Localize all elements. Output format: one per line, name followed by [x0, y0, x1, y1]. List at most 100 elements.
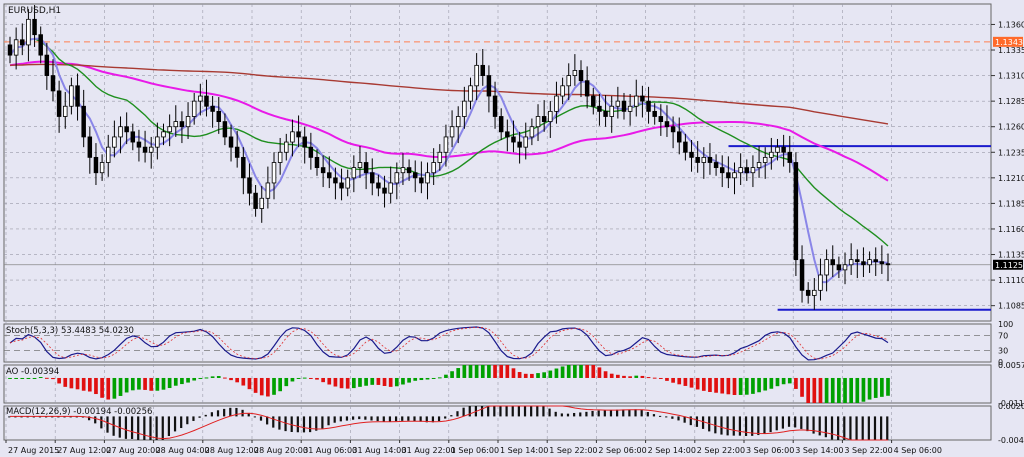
- macd-bar: [94, 416, 97, 424]
- macd-bar: [364, 416, 367, 420]
- time-axis-label: 3 Sep 22:00: [844, 446, 892, 455]
- stochastic-axis-label: 70: [998, 331, 1008, 340]
- macd-bar: [800, 416, 803, 429]
- macd-axis-label: 0.00204: [998, 402, 1024, 411]
- macd-bar: [714, 416, 717, 434]
- macd-bar: [597, 410, 600, 417]
- ao-bar: [32, 377, 37, 379]
- macd-bar: [124, 416, 128, 439]
- ao-bar: [382, 377, 387, 387]
- candle-body: [701, 156, 707, 163]
- ao-bar: [744, 377, 749, 395]
- macd-bar: [51, 416, 54, 418]
- candle: [885, 253, 891, 282]
- macd-bar: [812, 416, 815, 434]
- ao-bar: [683, 377, 688, 386]
- candle-body: [744, 167, 750, 174]
- candle-body: [290, 131, 295, 143]
- candle-body: [775, 146, 780, 153]
- candle-body: [56, 90, 62, 117]
- candle: [271, 152, 277, 200]
- candle: [7, 36, 13, 64]
- time-axis-label: 27 Aug 2015: [8, 446, 59, 455]
- dashed-level-badge: [993, 36, 1023, 47]
- candle-body: [284, 141, 289, 153]
- ao-bar: [364, 377, 368, 386]
- candle-body: [259, 197, 264, 209]
- macd-bar: [339, 416, 342, 422]
- macd-bar: [75, 416, 78, 418]
- candle-body: [7, 44, 13, 56]
- macd-bar: [394, 416, 398, 422]
- candle-body: [431, 162, 436, 174]
- candle: [732, 162, 737, 195]
- candle-body: [756, 162, 762, 169]
- ao-bar: [75, 377, 80, 390]
- ao-bar: [579, 365, 583, 378]
- ao-bar: [124, 377, 129, 393]
- ao-bar: [419, 377, 424, 381]
- candle: [879, 245, 885, 274]
- ao-bar: [57, 377, 61, 384]
- candle-body: [732, 172, 737, 179]
- candle: [812, 278, 817, 310]
- candle: [32, 5, 37, 47]
- macd-bar: [824, 416, 827, 438]
- macd-bar: [272, 416, 275, 428]
- candle-body: [836, 264, 842, 271]
- candle: [744, 159, 750, 181]
- macd-bar: [462, 407, 465, 417]
- ao-bar: [794, 377, 798, 389]
- ao-axis-label: 0.00573: [998, 361, 1024, 370]
- macd-bar: [388, 416, 392, 422]
- macd-bar: [26, 416, 29, 418]
- candle-body: [541, 116, 547, 122]
- candle-body: [572, 70, 578, 76]
- ao-bar: [462, 365, 467, 378]
- macd-bar: [542, 406, 545, 417]
- candle-body: [99, 162, 105, 174]
- macd-bar: [315, 416, 318, 431]
- macd-bar: [229, 407, 232, 417]
- ao-bar: [327, 377, 332, 385]
- candle: [357, 146, 363, 178]
- candle: [787, 135, 793, 173]
- time-axis-label: 31 Aug 14:00: [352, 446, 406, 455]
- macd-bar: [345, 416, 349, 421]
- ao-bar: [278, 377, 282, 392]
- price-axis-label: 1.1110: [998, 276, 1024, 285]
- candle: [339, 168, 344, 201]
- candle-body: [584, 80, 590, 97]
- ao-bar: [597, 367, 602, 378]
- macd-bar: [579, 412, 582, 417]
- macd-bar: [259, 416, 263, 421]
- candle: [584, 66, 590, 109]
- candle-body: [265, 182, 271, 199]
- ao-bar: [431, 377, 436, 379]
- candle-body: [20, 39, 25, 46]
- ao-bar: [456, 368, 461, 378]
- candle: [376, 174, 381, 197]
- candle: [173, 105, 179, 137]
- ao-bar: [769, 377, 774, 389]
- ao-bar: [38, 377, 43, 379]
- stochastic-axis-label: 100: [998, 320, 1013, 329]
- candle: [351, 155, 357, 193]
- candle-body: [333, 177, 338, 184]
- ao-bar: [180, 377, 184, 385]
- ao-bar: [223, 377, 227, 379]
- ao-bar: [763, 377, 768, 391]
- macd-bar: [658, 415, 662, 417]
- ao-bar: [573, 365, 577, 378]
- candle: [486, 65, 492, 113]
- price-axis-label: 1.1210: [998, 174, 1024, 183]
- candle-body: [474, 64, 479, 87]
- candle: [621, 92, 627, 120]
- candle: [241, 147, 246, 195]
- candle-body: [198, 95, 203, 102]
- ao-bar: [437, 377, 442, 379]
- candle: [474, 53, 479, 101]
- candle-body: [805, 289, 811, 296]
- candle-body: [167, 126, 172, 133]
- candle-body: [689, 151, 694, 158]
